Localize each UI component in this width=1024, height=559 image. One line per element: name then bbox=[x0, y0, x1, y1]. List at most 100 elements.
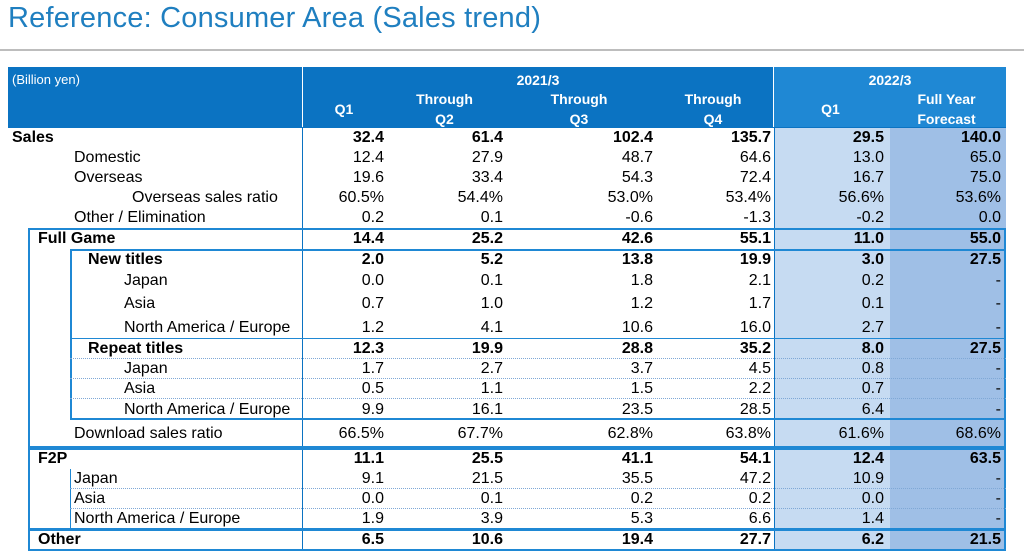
table-row: New titles 2.0 5.2 13.8 19.9 3.0 27.5 bbox=[8, 249, 1006, 270]
table-row: Other / Elimination 0.2 0.1 -0.6 -1.3 -0.2 0.0 bbox=[8, 208, 1006, 228]
value-cell: -1.3 bbox=[743, 209, 771, 226]
row-label: Japan bbox=[74, 470, 118, 487]
table-row: Full Game 14.4 25.2 42.6 55.1 11.0 55.0 bbox=[8, 228, 1006, 249]
value-cell: 16.0 bbox=[739, 318, 771, 336]
value-cell: 25.2 bbox=[471, 229, 503, 247]
value-cell: 35.5 bbox=[621, 470, 653, 487]
value-cell: 60.5% bbox=[338, 189, 384, 206]
value-cell: 0.0 bbox=[361, 272, 384, 289]
value-cell: 64.6 bbox=[739, 149, 771, 166]
value-cell: 16.1 bbox=[471, 400, 503, 418]
column-header-line: Q4 bbox=[703, 111, 723, 127]
value-cell: 1.7 bbox=[748, 295, 771, 312]
value-cell: 8.0 bbox=[861, 340, 884, 357]
row-label: Asia bbox=[124, 380, 156, 397]
column-header: Through Q3 bbox=[505, 89, 653, 129]
value-cell: 19.6 bbox=[352, 169, 384, 186]
value-cell: 12.4 bbox=[352, 149, 384, 166]
value-cell: 16.7 bbox=[852, 169, 884, 186]
row-label: Domestic bbox=[74, 149, 141, 166]
table-row: Overseas 19.6 33.4 54.3 72.4 16.7 75.0 bbox=[8, 168, 1006, 188]
value-cell: 10.9 bbox=[852, 470, 884, 487]
value-cell: 27.9 bbox=[471, 149, 503, 166]
value-cell: 53.0% bbox=[607, 189, 653, 206]
value-cell: 5.2 bbox=[480, 250, 503, 268]
row-label: Asia bbox=[74, 490, 106, 507]
value-cell: 0.7 bbox=[361, 295, 384, 312]
value-cell: 0.0 bbox=[861, 490, 884, 507]
table-row: Asia 0.5 1.1 1.5 2.2 0.7 - bbox=[8, 379, 1006, 399]
value-cell: 0.2 bbox=[361, 209, 384, 226]
value-cell: 19.9 bbox=[471, 340, 503, 357]
value-cell: 0.2 bbox=[748, 490, 771, 507]
value-cell: 1.4 bbox=[861, 510, 884, 527]
value-cell: 29.5 bbox=[852, 128, 884, 146]
value-cell: 32.4 bbox=[352, 128, 384, 146]
column-header-line: Through bbox=[684, 91, 742, 107]
value-cell: - bbox=[995, 470, 1001, 487]
table-row: Japan 9.1 21.5 35.5 47.2 10.9 - bbox=[8, 469, 1006, 489]
value-cell: 1.2 bbox=[361, 318, 384, 336]
value-cell: 140.0 bbox=[960, 128, 1001, 146]
dotted-divider bbox=[70, 398, 1006, 399]
row-label: Sales bbox=[12, 128, 54, 146]
value-cell: 55.1 bbox=[739, 229, 771, 247]
value-cell: - bbox=[995, 510, 1001, 527]
row-label: Full Game bbox=[38, 229, 116, 247]
column-header: Through Q2 bbox=[386, 89, 503, 129]
value-cell: 72.4 bbox=[739, 169, 771, 186]
value-cell: 0.7 bbox=[861, 380, 884, 397]
value-cell: 1.1 bbox=[480, 380, 503, 397]
value-cell: - bbox=[995, 272, 1001, 289]
value-cell: 23.5 bbox=[621, 400, 653, 418]
row-label: Japan bbox=[124, 272, 168, 289]
table-row: Domestic 12.4 27.9 48.7 64.6 13.0 65.0 bbox=[8, 148, 1006, 168]
value-cell: 0.1 bbox=[480, 490, 503, 507]
value-cell: 4.5 bbox=[748, 360, 771, 377]
value-cell: 0.1 bbox=[480, 272, 503, 289]
value-cell: 11.0 bbox=[853, 229, 884, 247]
header-separator bbox=[773, 67, 774, 127]
titles-subsection-box bbox=[70, 249, 1006, 420]
value-cell: 62.8% bbox=[607, 424, 653, 442]
value-cell: 47.2 bbox=[739, 470, 771, 487]
column-header-line: Q3 bbox=[569, 111, 589, 127]
value-cell: 21.5 bbox=[471, 470, 503, 487]
value-cell: 6.2 bbox=[861, 530, 884, 548]
value-cell: 13.8 bbox=[621, 250, 653, 268]
value-cell: -0.6 bbox=[625, 209, 653, 226]
row-label: Japan bbox=[124, 360, 168, 377]
value-cell: 102.4 bbox=[612, 128, 653, 146]
value-cell: 0.0 bbox=[361, 490, 384, 507]
value-cell: 10.6 bbox=[621, 318, 653, 336]
value-cell: 2.7 bbox=[480, 360, 503, 377]
column-header: Full Year Forecast bbox=[892, 89, 1001, 129]
column-bg-q1-2022 bbox=[775, 127, 890, 551]
value-cell: 1.5 bbox=[630, 380, 653, 397]
dotted-divider bbox=[70, 378, 1006, 379]
row-label: Overseas sales ratio bbox=[132, 189, 278, 206]
row-label: Asia bbox=[124, 295, 156, 312]
page-title: Reference: Consumer Area (Sales trend) bbox=[8, 2, 542, 34]
row-label: Repeat titles bbox=[88, 340, 184, 357]
value-cell: 19.4 bbox=[621, 530, 653, 548]
row-label: North America / Europe bbox=[124, 318, 291, 336]
table-row: Asia 0.0 0.1 0.2 0.2 0.0 - bbox=[8, 489, 1006, 509]
value-cell: 54.1 bbox=[739, 450, 771, 467]
table-row: Download sales ratio 66.5% 67.7% 62.8% 63.8%… bbox=[8, 420, 1006, 447]
row-label: Other bbox=[38, 530, 81, 548]
value-cell: 48.7 bbox=[621, 149, 653, 166]
column-header-line: Through bbox=[416, 91, 473, 107]
value-cell: 0.0 bbox=[978, 209, 1001, 226]
value-cell: 0.2 bbox=[861, 272, 884, 289]
value-cell: 67.7% bbox=[457, 424, 503, 442]
table-row: Sales 32.4 61.4 102.4 135.7 29.5 140.0 bbox=[8, 127, 1006, 148]
value-cell: 68.6% bbox=[955, 424, 1001, 442]
header-separator bbox=[302, 67, 303, 127]
value-cell: 135.7 bbox=[730, 128, 771, 146]
value-cell: 35.2 bbox=[739, 340, 771, 357]
value-cell: 27.5 bbox=[969, 340, 1001, 357]
value-cell: - bbox=[995, 490, 1001, 507]
value-cell: 61.4 bbox=[471, 128, 503, 146]
value-cell: 2.1 bbox=[748, 272, 771, 289]
